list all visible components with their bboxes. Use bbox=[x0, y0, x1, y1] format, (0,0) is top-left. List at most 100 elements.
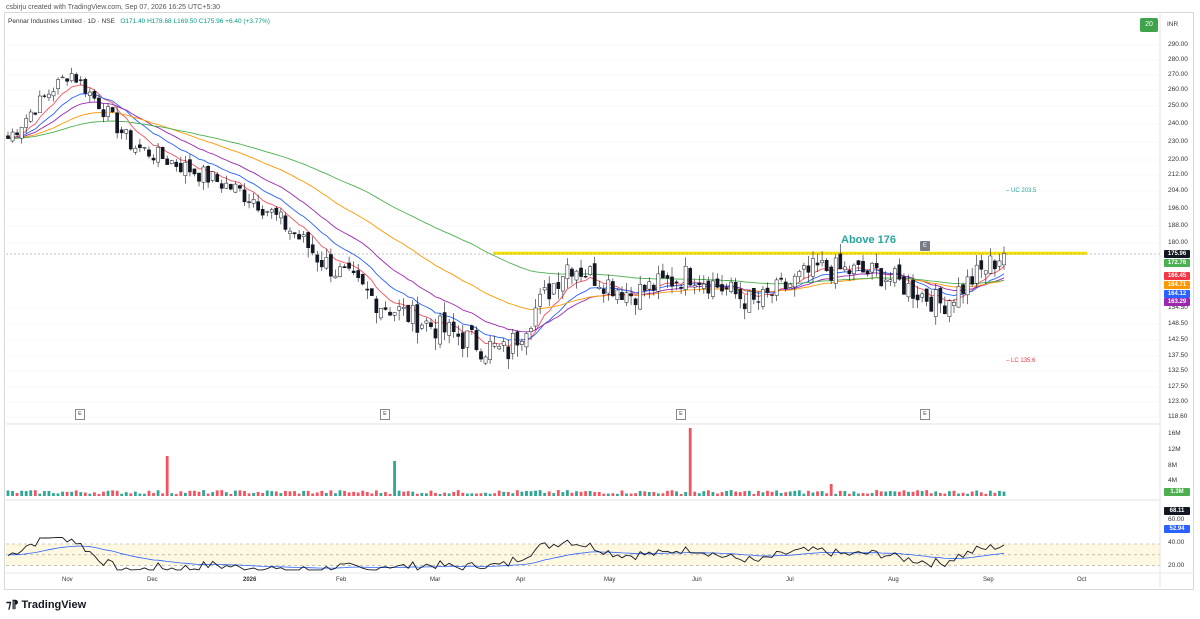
candle-body bbox=[892, 268, 897, 283]
candle-body bbox=[902, 276, 906, 295]
candle-body bbox=[779, 277, 784, 280]
candle-body bbox=[933, 289, 938, 317]
earnings-event-badge[interactable]: E bbox=[75, 409, 85, 420]
earnings-event-badge[interactable]: E bbox=[380, 409, 390, 420]
volume-bar bbox=[666, 490, 669, 496]
volume-bar bbox=[688, 428, 692, 496]
volume-bar bbox=[52, 493, 55, 496]
candle-body bbox=[78, 79, 83, 81]
candle-body bbox=[842, 266, 847, 271]
candle-body bbox=[524, 333, 529, 348]
time-label: Oct bbox=[1077, 577, 1087, 583]
volume-bar bbox=[61, 491, 64, 496]
candle-body bbox=[829, 266, 834, 281]
candle-body bbox=[447, 322, 452, 336]
candle-body bbox=[347, 262, 351, 269]
volume-bar bbox=[738, 492, 742, 496]
candle-body bbox=[178, 162, 183, 173]
earnings-event-badge[interactable]: E bbox=[920, 409, 930, 420]
candle-body bbox=[965, 276, 970, 296]
candle-body bbox=[219, 183, 224, 189]
earnings-event-badge[interactable]: E bbox=[676, 409, 686, 420]
candle-body bbox=[943, 305, 947, 314]
volume-bar bbox=[320, 490, 324, 496]
volume-bar bbox=[384, 492, 387, 496]
volume-bar bbox=[152, 493, 155, 496]
volume-bar bbox=[788, 491, 792, 496]
moving-average-line bbox=[7, 101, 1005, 333]
volume-bar bbox=[970, 491, 974, 496]
volume-bar bbox=[429, 490, 433, 496]
candle-body bbox=[338, 266, 342, 277]
interval-button[interactable]: 20 bbox=[1140, 18, 1158, 32]
candle-body bbox=[42, 95, 47, 97]
volume-bar bbox=[770, 491, 774, 496]
candle-body bbox=[429, 322, 433, 328]
annotation-badge[interactable]: E bbox=[920, 241, 930, 251]
volume-bar bbox=[402, 491, 406, 496]
volume-bar bbox=[757, 490, 760, 496]
candle-body bbox=[383, 307, 388, 310]
volume-bar bbox=[261, 492, 265, 496]
candle-body bbox=[747, 290, 752, 313]
candle-body bbox=[97, 97, 101, 110]
candle-body bbox=[501, 341, 506, 346]
time-label: Feb bbox=[336, 577, 347, 583]
candle-body bbox=[642, 284, 647, 291]
volume-bar bbox=[88, 493, 92, 496]
candle-body bbox=[611, 281, 615, 297]
volume-bar bbox=[838, 490, 842, 496]
candle-body bbox=[292, 232, 297, 235]
volume-bar bbox=[274, 491, 278, 496]
candle-body bbox=[565, 264, 570, 280]
candle-body bbox=[724, 287, 729, 290]
tradingview-logo[interactable]: ⁊⁋ TradingView bbox=[6, 598, 86, 611]
volume-bar bbox=[229, 493, 233, 496]
price-tick: 270.00 bbox=[1168, 71, 1188, 78]
time-label: May bbox=[604, 577, 616, 583]
price-tick: 180.00 bbox=[1168, 239, 1188, 246]
candle-body bbox=[438, 315, 442, 345]
candle-body bbox=[315, 254, 320, 263]
volume-bar bbox=[438, 493, 442, 496]
volume-bar bbox=[988, 490, 992, 496]
volume-bar bbox=[829, 484, 833, 496]
volume-bar bbox=[397, 490, 401, 496]
candle-body bbox=[65, 78, 69, 82]
volume-bar bbox=[170, 493, 174, 496]
price-tick: 240.00 bbox=[1168, 120, 1188, 127]
currency-label[interactable]: INR bbox=[1167, 21, 1179, 28]
volume-bar bbox=[861, 493, 865, 496]
volume-bar bbox=[879, 491, 883, 496]
volume-bar bbox=[183, 492, 187, 496]
candle-body bbox=[283, 215, 288, 230]
volume-bar bbox=[961, 492, 965, 496]
candle-body bbox=[256, 201, 260, 211]
volume-bar bbox=[675, 491, 678, 496]
candle-body bbox=[124, 129, 129, 134]
candle-body bbox=[706, 280, 711, 294]
candle-body bbox=[792, 275, 797, 288]
candle-body bbox=[915, 294, 920, 301]
candle-body bbox=[151, 157, 156, 161]
candle-body bbox=[210, 171, 215, 181]
volume-bar bbox=[602, 493, 606, 496]
volume-bar bbox=[998, 490, 1001, 496]
volume-bar bbox=[315, 492, 319, 496]
candle-body bbox=[870, 262, 874, 273]
time-label: Sep bbox=[983, 577, 994, 583]
candle-body bbox=[401, 306, 406, 309]
candle-body bbox=[365, 288, 370, 291]
candle-body bbox=[133, 147, 138, 153]
volume-bar bbox=[766, 490, 769, 496]
volume-bar bbox=[311, 493, 315, 496]
price-tick: 290.00 bbox=[1168, 41, 1188, 48]
candle-body bbox=[560, 276, 565, 292]
volume-bar bbox=[729, 490, 733, 496]
candle-body bbox=[233, 183, 238, 193]
volume-bar bbox=[106, 490, 110, 496]
candle-body bbox=[788, 283, 793, 288]
time-label: Dec bbox=[147, 577, 158, 583]
volume-bar bbox=[379, 493, 383, 496]
